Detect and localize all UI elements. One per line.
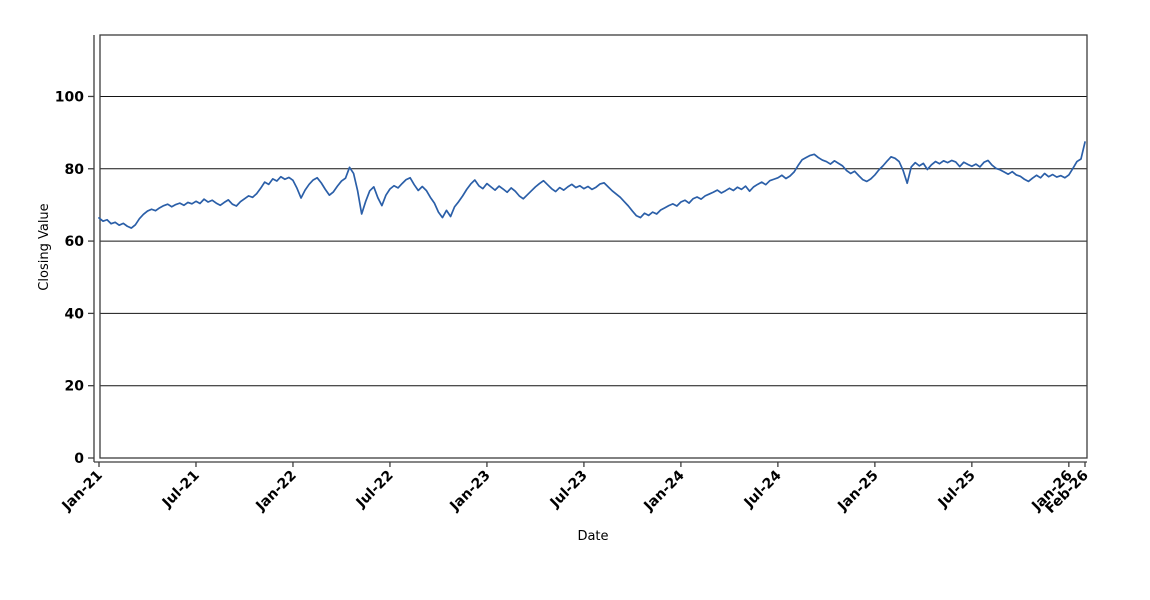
y-tick-label-60: 60 (65, 234, 85, 250)
x-tick-label-Jan-25: Jan-25 (834, 468, 881, 515)
y-tick-label-20: 20 (65, 379, 85, 395)
y-tick-label-0: 0 (74, 451, 84, 467)
y-tick-label-100: 100 (55, 89, 84, 105)
plot-frame (99, 34, 1088, 459)
series-line-closing-value (98, 141, 1086, 229)
gridlines-layer (100, 95, 1087, 387)
x-tick-label-Jul-24: Jul-24 (741, 467, 785, 511)
y-tick-label-40: 40 (65, 306, 85, 322)
data-series-layer (98, 141, 1086, 229)
ticks-layer: 0 20 40 60 80 100 Jan-21 Jul-21 Jan-22 Jul-22 Jan-… (55, 89, 1092, 516)
x-tick-label-Jul-23: Jul-23 (547, 468, 591, 512)
x-tick-label-Jul-21: Jul-21 (159, 468, 203, 512)
y-axis-title: Closing Value (37, 203, 52, 290)
y-tick-label-80: 80 (65, 162, 85, 178)
x-tick-label-Jan-24: Jan-24 (640, 467, 687, 514)
x-tick-label-Jul-25: Jul-25 (935, 468, 979, 512)
x-tick-label-Jan-23: Jan-23 (446, 468, 493, 515)
x-axis-title: Date (577, 529, 608, 544)
x-tick-label-Jan-21: Jan-21 (59, 468, 106, 515)
x-tick-label-Jan-22: Jan-22 (252, 468, 299, 515)
x-tick-label-Jul-22: Jul-22 (353, 468, 397, 512)
plot-frame-layer (93, 34, 1088, 463)
